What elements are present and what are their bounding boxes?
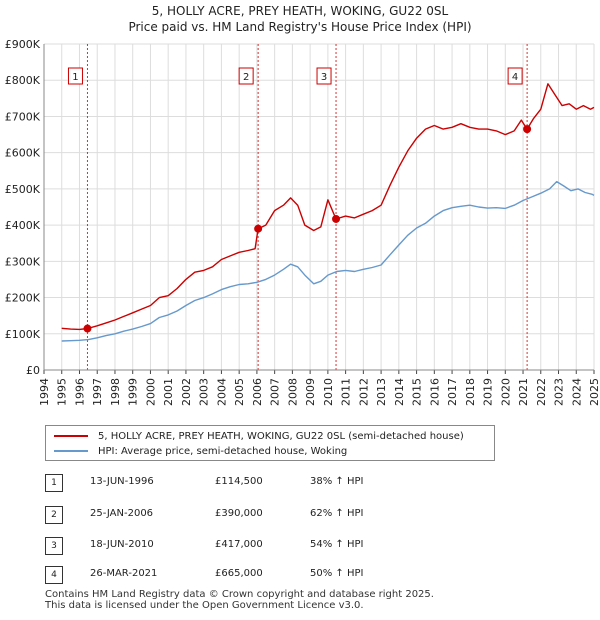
x-tick-label: 2023 — [553, 378, 566, 406]
x-tick-label: 2016 — [428, 378, 441, 406]
sale-label-number: 2 — [243, 72, 249, 83]
sale-date: 25-JAN-2006 — [90, 508, 154, 519]
y-tick-label: £500K — [5, 183, 41, 196]
x-tick-label: 1998 — [109, 378, 122, 406]
sale-date: 13-JUN-1996 — [90, 476, 154, 487]
legend-item-hpi: HPI: Average price, semi-detached house,… — [54, 444, 347, 458]
property-price-line — [61, 83, 595, 331]
sale-date: 26-MAR-2021 — [90, 568, 158, 579]
sale-label-box — [316, 67, 332, 85]
x-tick-label: 2015 — [411, 378, 424, 406]
sale-price: £665,000 — [215, 568, 263, 579]
x-tick-label: 2017 — [446, 378, 459, 406]
sale-label-box — [67, 67, 83, 85]
x-tick-label: 2021 — [517, 378, 530, 406]
sale-point — [83, 324, 92, 333]
y-tick-label: £600K — [5, 147, 41, 160]
footer: Contains HM Land Registry data © Crown c… — [45, 589, 434, 611]
footer-licence: This data is licensed under the Open Gov… — [45, 600, 364, 611]
chart-title-line2: Price paid vs. HM Land Registry's House … — [128, 20, 472, 34]
legend-swatch-hpi — [54, 450, 88, 452]
price-chart: £0 £100K £200K £300K £400K £500K £600K £700K £80… — [5, 38, 600, 406]
x-tick-label: 2010 — [322, 378, 335, 406]
sale-number: 1 — [45, 474, 63, 492]
x-tick-label: 2011 — [340, 378, 353, 406]
x-tick-label: 2025 — [588, 378, 600, 406]
sale-label-number: 1 — [72, 72, 78, 83]
sale-date: 18-JUN-2010 — [90, 539, 154, 550]
x-tick-label: 2004 — [215, 378, 228, 406]
y-tick-label: £200K — [5, 292, 41, 305]
sale-hpi-change: 38% ↑ HPI — [310, 476, 364, 487]
legend-item-property: 5, HOLLY ACRE, PREY HEATH, WOKING, GU22 … — [54, 429, 464, 443]
sale-hpi-change: 62% ↑ HPI — [310, 508, 364, 519]
sale-label-box — [238, 67, 254, 85]
x-tick-label: 2005 — [233, 378, 246, 406]
plot-area — [44, 44, 594, 370]
series-lines — [61, 83, 595, 342]
sale-points — [83, 125, 532, 333]
sale-labels: 1 2 3 4 — [67, 67, 523, 85]
x-tick-label: 2001 — [162, 378, 175, 406]
sale-number: 2 — [45, 506, 63, 524]
sale-point — [523, 125, 532, 134]
x-tick-label: 2024 — [570, 378, 583, 406]
sale-label-number: 3 — [321, 72, 327, 83]
y-tick-label: £300K — [5, 255, 41, 268]
x-tick-label: 2006 — [251, 378, 264, 406]
x-tick-label: 2000 — [144, 378, 157, 406]
x-tick-label: 2022 — [535, 378, 548, 406]
y-tick-label: £400K — [5, 219, 41, 232]
legend-swatch-property — [54, 435, 88, 437]
y-tick-label: £900K — [5, 38, 41, 51]
legend: 5, HOLLY ACRE, PREY HEATH, WOKING, GU22 … — [45, 425, 495, 461]
grid — [43, 43, 595, 371]
sale-price: £390,000 — [215, 508, 263, 519]
sale-number: 4 — [45, 566, 63, 584]
axes: £0 £100K £200K £300K £400K £500K £600K £700K £80… — [5, 38, 600, 406]
sale-label-box — [507, 67, 523, 85]
x-tick-label: 2003 — [198, 378, 211, 406]
x-tick-label: 2012 — [357, 378, 370, 406]
y-tick-label: £700K — [5, 110, 41, 123]
sale-label-number: 4 — [512, 72, 518, 83]
x-tick-label: 2008 — [286, 378, 299, 406]
hpi-line — [61, 180, 595, 342]
sale-point — [332, 214, 341, 223]
x-tick-label: 1997 — [91, 378, 104, 406]
sale-number: 3 — [45, 537, 63, 555]
x-tick-label: 1995 — [56, 378, 69, 406]
x-tick-label: 2002 — [180, 378, 193, 406]
x-tick-label: 2020 — [499, 378, 512, 406]
x-tick-label: 2013 — [375, 378, 388, 406]
x-tick-label: 1996 — [73, 378, 86, 406]
footer-copyright: Contains HM Land Registry data © Crown c… — [45, 589, 434, 600]
x-tick-label: 2018 — [464, 378, 477, 406]
y-tick-label: £100K — [5, 328, 41, 341]
sale-price: £417,000 — [215, 539, 263, 550]
sale-point — [254, 224, 263, 233]
x-tick-label: 2007 — [269, 378, 282, 406]
x-tick-label: 2009 — [304, 378, 317, 406]
sale-hpi-change: 50% ↑ HPI — [310, 568, 364, 579]
legend-label-property: 5, HOLLY ACRE, PREY HEATH, WOKING, GU22 … — [98, 430, 464, 442]
y-tick-label: £0 — [26, 364, 40, 377]
x-tick-label: 2019 — [482, 378, 495, 406]
sale-price: £114,500 — [215, 476, 263, 487]
x-tick-label: 2014 — [393, 378, 406, 406]
chart-title: 5, HOLLY ACRE, PREY HEATH, WOKING, GU22 … — [0, 3, 600, 35]
sale-hpi-change: 54% ↑ HPI — [310, 539, 364, 550]
x-tick-label: 1994 — [38, 378, 51, 406]
legend-label-hpi: HPI: Average price, semi-detached house,… — [98, 445, 348, 457]
chart-title-line1: 5, HOLLY ACRE, PREY HEATH, WOKING, GU22 … — [151, 4, 449, 18]
x-tick-label: 1999 — [127, 378, 140, 406]
y-tick-label: £800K — [5, 74, 41, 87]
